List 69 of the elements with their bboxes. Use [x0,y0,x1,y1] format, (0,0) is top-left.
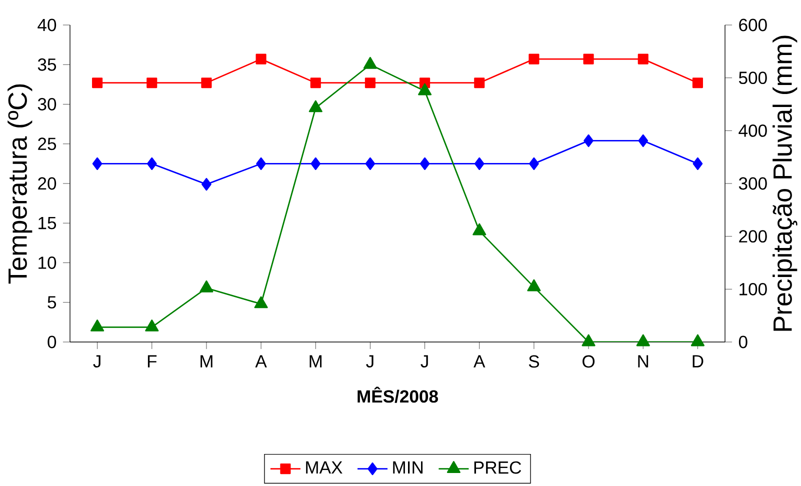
legend-label: PREC [474,461,522,474]
point [474,157,484,170]
point [472,223,486,236]
point [528,54,540,64]
point [474,78,485,88]
point [364,78,376,88]
point [254,296,268,308]
point [256,54,266,64]
point [636,334,650,346]
x-tick-label: J [420,355,428,368]
point [308,100,322,112]
point [146,78,158,88]
point [638,134,648,148]
x-tick-label: A [255,355,267,368]
point [582,334,596,346]
y-tick-label: 20 [38,177,56,190]
y2-tick-label: 400 [738,124,767,137]
point [145,319,159,332]
x-tick-label: J [366,355,374,368]
y2-tick-label: 0 [738,336,748,348]
point [92,78,103,88]
point [202,178,212,191]
point [529,157,539,170]
y-tick-label: 40 [38,18,56,32]
y-tick-label: 30 [38,98,56,110]
y2-tick-label: 500 [738,72,767,84]
point [146,157,157,170]
point [690,334,705,346]
x-tick-label: M [310,355,322,368]
point [363,56,378,69]
point [365,157,376,170]
point [310,157,321,170]
point [92,157,102,170]
x-tick-label: O [582,355,595,368]
point [527,279,541,292]
point [583,54,594,64]
x-tick-label: M [200,355,212,368]
point [90,319,104,332]
point [256,157,266,170]
y-tick-label: 10 [38,256,56,269]
legend-label: MAX [306,461,342,474]
y2-tick-label: 300 [738,177,767,190]
x-axis-title: MÊS/2008 [358,386,438,403]
y-tick-label: 25 [38,138,56,150]
x-tick-label: J [93,355,100,368]
x-tick-label: S [528,355,540,368]
x-tick-label: F [148,355,157,368]
y-axis-title: Temperatura (ºC) [8,84,32,284]
x-tick-label: N [638,355,648,368]
y2-tick-label: 600 [739,18,767,32]
point [201,78,212,88]
y2-tick-label: 100 [740,282,767,296]
x-tick-label: D [692,355,704,368]
point [638,54,648,64]
point [420,157,430,170]
legend-label: MIN [393,461,423,474]
point [584,134,594,148]
point [200,280,214,292]
point [310,78,321,88]
point [418,83,432,96]
point [692,157,703,170]
y-tick-label: 5 [48,296,56,308]
y2-tick-label: 200 [739,230,767,243]
point [692,78,703,88]
x-tick-label: A [474,355,486,368]
y-tick-label: 35 [38,58,56,71]
y-tick-label: 0 [48,336,56,348]
y2-axis-title: Precipitação Pluvial (mm) [772,36,798,331]
y-tick-label: 15 [38,216,56,230]
